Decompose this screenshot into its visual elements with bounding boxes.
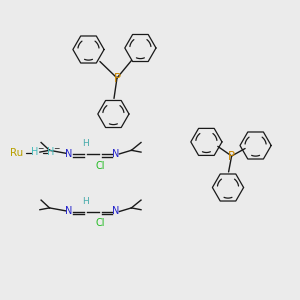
Text: H: H — [31, 147, 38, 158]
Text: N: N — [65, 149, 73, 159]
Text: P: P — [228, 149, 235, 163]
Text: N: N — [112, 206, 119, 217]
Text: H: H — [82, 139, 89, 148]
Text: H: H — [47, 147, 54, 158]
Text: Cl: Cl — [96, 218, 105, 229]
Text: Ru: Ru — [10, 148, 23, 158]
Text: −: − — [37, 144, 44, 153]
Text: N: N — [65, 206, 73, 217]
Text: P: P — [113, 71, 121, 85]
Text: N: N — [112, 149, 119, 159]
Text: H: H — [82, 196, 89, 206]
Text: Cl: Cl — [96, 161, 105, 171]
Text: −: − — [53, 144, 60, 153]
